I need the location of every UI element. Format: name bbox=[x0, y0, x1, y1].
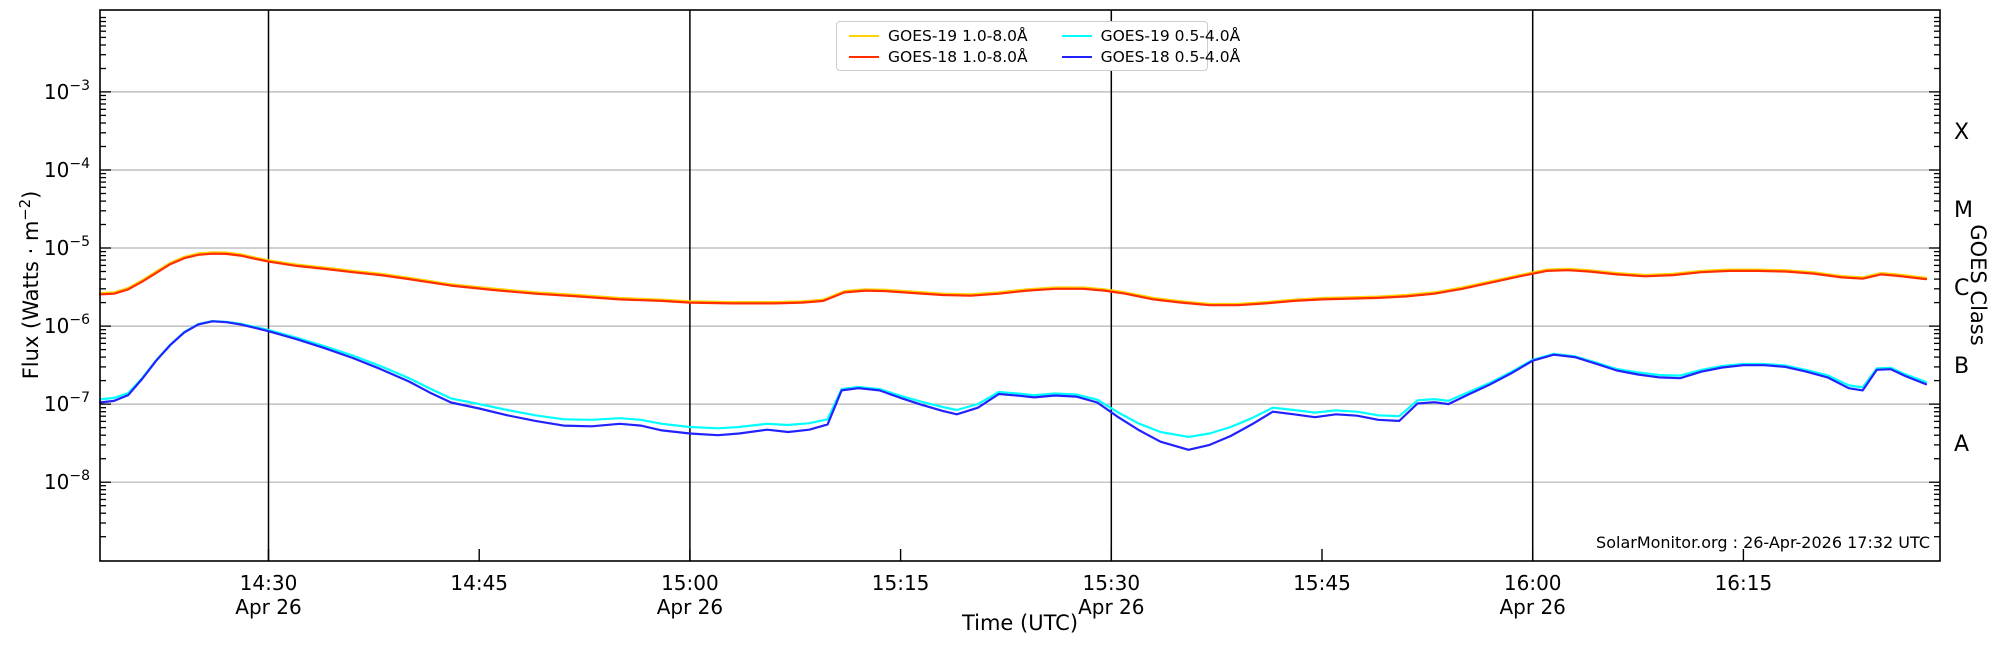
legend-swatch-goes18-short bbox=[1061, 55, 1092, 58]
x-tick-label: 15:45 bbox=[1293, 571, 1351, 595]
x-tick-label: 16:00 bbox=[1504, 571, 1562, 595]
x-tick-date-label: Apr 26 bbox=[1078, 595, 1144, 619]
y-tick-labels: 10−3 10−4 10−5 10−6 10−7 10−8 bbox=[44, 78, 90, 494]
goes-class-label: X bbox=[1954, 120, 1969, 145]
x-axis-title: Time (UTC) bbox=[961, 611, 1079, 635]
legend: GOES-19 1.0-8.0Å GOES-18 1.0-8.0Å GOES-1… bbox=[836, 21, 1240, 71]
x-tick-label: 15:00 bbox=[661, 571, 719, 595]
series-line-2 bbox=[98, 320, 1928, 438]
series-lines bbox=[98, 251, 1928, 451]
y-tick-label: 10−5 bbox=[44, 234, 90, 260]
goes-class-axis-title: GOES Class bbox=[1966, 224, 1990, 346]
x-major-vlines bbox=[267, 10, 1534, 561]
legend-label-goes18-long: GOES-18 1.0-8.0Å bbox=[888, 47, 1028, 66]
legend-label-goes19-long: GOES-19 1.0-8.0Å bbox=[888, 26, 1028, 45]
goes-class-label: B bbox=[1954, 354, 1969, 379]
y-tick-label: 10−3 bbox=[44, 78, 90, 104]
legend-swatch-goes19-short bbox=[1061, 34, 1092, 37]
x-tick-label: 16:15 bbox=[1715, 571, 1773, 595]
series-line-1 bbox=[98, 252, 1928, 307]
x-tick-label: 14:30 bbox=[240, 571, 298, 595]
x-tick-label: 15:15 bbox=[872, 571, 930, 595]
legend-item-goes19-long: GOES-19 1.0-8.0Å bbox=[849, 27, 1028, 45]
x-tick-label: 15:30 bbox=[1082, 571, 1140, 595]
y-axis-title-superscript: −2 bbox=[17, 198, 34, 221]
source-timestamp-annotation: SolarMonitor.org : 26-Apr-2026 17:32 UTC bbox=[1596, 533, 1930, 552]
series-line-3 bbox=[98, 320, 1928, 451]
legend-swatch-goes18-long bbox=[849, 55, 879, 58]
y-tick-label: 10−6 bbox=[44, 312, 90, 338]
goes-class-labels: X M C B A bbox=[1954, 120, 1973, 457]
plot-border bbox=[99, 9, 1941, 562]
goes-class-label: M bbox=[1954, 198, 1973, 223]
y-axis-ticks bbox=[100, 16, 1940, 538]
x-tick-date-label: Apr 26 bbox=[657, 595, 723, 619]
legend-item-goes18-short: GOES-18 0.5-4.0Å bbox=[1061, 47, 1241, 66]
y-tick-label: 10−4 bbox=[44, 156, 90, 182]
legend-label-goes18-short: GOES-18 0.5-4.0Å bbox=[1100, 47, 1241, 66]
y-gridlines bbox=[100, 91, 1940, 483]
y-tick-label: 10−7 bbox=[44, 390, 90, 416]
legend-label-goes19-short: GOES-19 0.5-4.0Å bbox=[1100, 26, 1241, 45]
x-tick-date-label: Apr 26 bbox=[235, 595, 301, 619]
goes-class-label: A bbox=[1954, 432, 1969, 457]
series-line-0 bbox=[98, 251, 1928, 306]
x-tick-date-label: Apr 26 bbox=[1499, 595, 1565, 619]
legend-item-goes18-long: GOES-18 1.0-8.0Å bbox=[849, 48, 1028, 66]
legend-swatch-goes19-long bbox=[849, 34, 879, 37]
y-tick-label: 10−8 bbox=[44, 468, 90, 494]
legend-item-goes19-short: GOES-19 0.5-4.0Å bbox=[1061, 26, 1241, 45]
goes-class-label: C bbox=[1954, 276, 1969, 301]
x-tick-label: 14:45 bbox=[450, 571, 508, 595]
y-axis-title: Flux (Watts · m−2) bbox=[17, 190, 43, 380]
